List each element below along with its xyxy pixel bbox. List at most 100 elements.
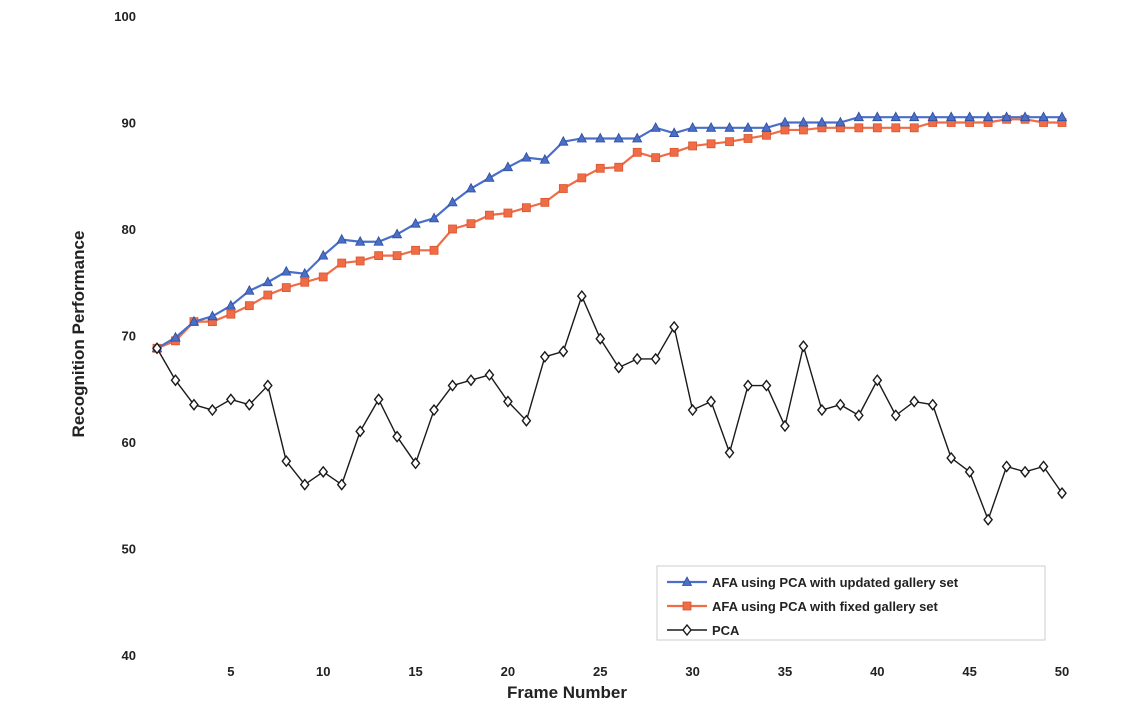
legend-marker-3 — [682, 623, 692, 637]
x-tick-label-5: 5 — [227, 664, 234, 679]
series-1-point — [909, 111, 920, 122]
y-tick-label-50: 50 — [122, 542, 136, 557]
series-layer — [151, 111, 1068, 526]
series-1-point — [465, 182, 477, 193]
series-2-point — [448, 224, 457, 234]
series-1-point — [558, 135, 569, 146]
series-2-point — [577, 173, 587, 183]
series-3-point — [780, 419, 790, 433]
x-tick-label-15: 15 — [408, 664, 422, 679]
series-2-point — [263, 290, 273, 300]
series-3-point — [650, 352, 661, 366]
series-2-point — [725, 137, 734, 147]
series-2-point — [540, 197, 550, 207]
series-1-point — [835, 116, 846, 127]
series-2-point — [244, 301, 254, 311]
series-1-point — [890, 111, 901, 122]
series-2-point — [318, 272, 328, 282]
y-tick-label-60: 60 — [122, 435, 136, 450]
series-3-point — [429, 403, 439, 417]
series-2-point — [891, 123, 901, 133]
series-1-point — [188, 315, 200, 326]
series-3-point — [225, 393, 236, 406]
legend-label-1: AFA using PCA with updated gallery set — [712, 575, 959, 590]
series-2-point — [780, 125, 790, 135]
series-3-point — [1057, 486, 1067, 500]
y-axis-ticks: 40 50 60 70 80 90 100 — [114, 9, 136, 663]
series-1-point — [299, 267, 310, 278]
series-1-point — [964, 111, 975, 122]
series-1-point — [281, 265, 292, 276]
series-1-point — [742, 121, 754, 132]
series-3-point — [927, 398, 938, 411]
series-2-point — [909, 123, 919, 133]
series-3-point — [909, 395, 920, 408]
series-1-point — [225, 299, 237, 310]
series-1-point — [447, 196, 458, 207]
series-3-point — [373, 393, 384, 406]
x-tick-label-35: 35 — [778, 664, 792, 679]
series-3-point — [853, 409, 864, 422]
x-tick-label-40: 40 — [870, 664, 884, 679]
series-3-point — [798, 340, 809, 353]
series-3-point — [983, 513, 994, 526]
y-tick-label-80: 80 — [122, 222, 136, 237]
x-tick-label-30: 30 — [685, 664, 699, 679]
series-1-point — [244, 284, 255, 295]
series-2-point — [743, 134, 753, 143]
series-1-point — [484, 172, 495, 182]
series-1-point — [502, 161, 514, 172]
series-2-point — [706, 139, 716, 149]
series-3-point — [281, 455, 292, 468]
series-3-point — [817, 403, 827, 417]
series-3-point — [299, 478, 310, 491]
series-3-point — [964, 465, 975, 478]
series-3-point — [687, 403, 698, 417]
series-1-point — [336, 233, 347, 244]
series-2-point — [411, 245, 420, 255]
series-2-line — [156, 118, 1062, 350]
series-3-point — [392, 430, 402, 443]
series-2-point — [281, 283, 291, 292]
series-2-point — [521, 203, 531, 213]
series-3-point — [1020, 465, 1030, 478]
series-1-point — [724, 121, 735, 132]
series-3-point — [835, 398, 846, 411]
series-2-point — [485, 210, 494, 220]
x-axis-title: Frame Number — [507, 683, 627, 702]
series-1-point — [1019, 111, 1031, 122]
series-3-point — [336, 478, 347, 491]
series-1-point — [798, 116, 809, 127]
y-tick-label-40: 40 — [122, 648, 136, 663]
series-1-point — [982, 111, 994, 122]
series-1-point — [632, 132, 643, 143]
series-1-point — [262, 276, 273, 287]
series-2-point — [762, 130, 771, 140]
series-3-point — [539, 350, 550, 363]
series-1-point — [170, 331, 181, 342]
series-1-point — [318, 249, 329, 260]
series-3-point — [558, 345, 569, 358]
legend-marker-2 — [682, 601, 692, 611]
legend-box — [656, 565, 1046, 641]
series-1-point — [428, 212, 440, 223]
y-axis-title: Recognition Performance — [69, 231, 88, 438]
series-3-point — [355, 425, 366, 438]
series-1-point — [354, 235, 366, 246]
series-3-point — [410, 457, 421, 470]
series-1-point — [576, 132, 587, 143]
series-2-point — [651, 153, 661, 163]
series-3-point — [890, 409, 901, 422]
x-tick-label-50: 50 — [1055, 664, 1069, 679]
series-3-point — [669, 320, 680, 334]
series-2-point — [558, 184, 568, 193]
series-1-point — [853, 111, 865, 122]
series-3-point — [595, 332, 606, 345]
series-3-point — [170, 374, 181, 387]
series-2-point — [632, 147, 642, 157]
legend-label-3: PCA — [712, 623, 740, 638]
series-2-point — [669, 147, 679, 157]
series-3-point — [946, 451, 957, 465]
series-1-line — [156, 116, 1062, 350]
x-tick-label-10: 10 — [316, 664, 330, 679]
